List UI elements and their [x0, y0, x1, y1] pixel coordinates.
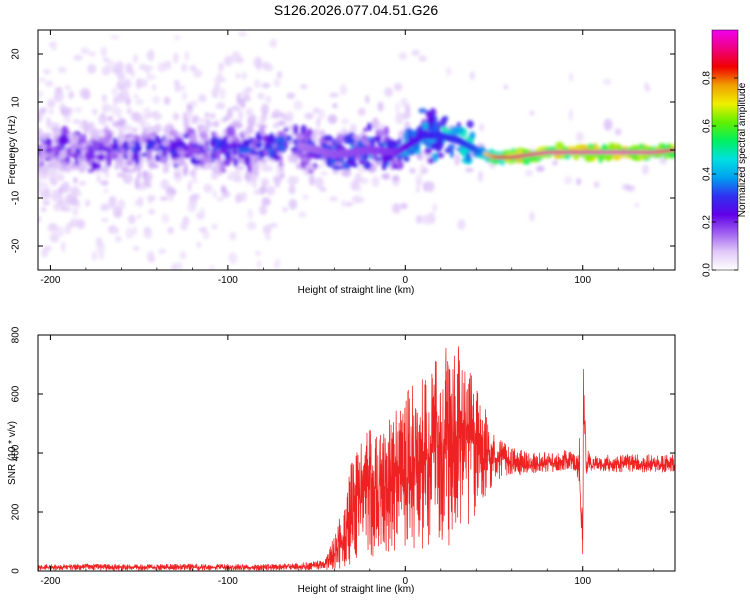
colorbar-tick-label: 0.2	[702, 215, 713, 229]
colorbar-label: Normalized spectral amplitude	[737, 82, 748, 217]
colorbar-ticks: 0.0 0.2 0.4 0.6 0.8	[702, 71, 738, 277]
chart-title: S126.2026.077.04.51.G26	[274, 2, 438, 18]
spectrogram-y-tick-label: -20	[11, 238, 22, 253]
spectrogram-y-tick-label: 20	[11, 48, 22, 60]
spectrogram-y-tick-label: 0	[11, 147, 22, 153]
snr-x-tick-label: -100	[218, 576, 238, 587]
snr-y-axis-label: SNR (10 * v/v)	[7, 421, 18, 485]
snr-y-tick-label: 0	[11, 568, 22, 574]
snr-y-tick-label: 200	[11, 503, 22, 520]
colorbar-tick-label: 0.4	[702, 167, 713, 181]
snr-x-tick-label: 0	[403, 576, 409, 587]
snr-y-tick-label: 600	[11, 385, 22, 402]
snr-x-tick-label: -200	[40, 576, 60, 587]
spectrogram-y-tick-label: -10	[11, 190, 22, 205]
spectrogram-x-tick-label: -100	[218, 275, 238, 286]
snr-x-axis-label: Height of straight line (km)	[298, 584, 415, 595]
spectrogram-x-tick-label: 0	[403, 275, 409, 286]
spectrogram-x-axis-label: Height of straight line (km)	[298, 285, 415, 296]
spectrogram-x-tick-label: -200	[40, 275, 60, 286]
colorbar: 0.0 0.2 0.4 0.6 0.8 Normalized spectral ampl…	[702, 29, 748, 277]
colorbar-tick-label: 0.6	[702, 119, 713, 133]
snr-line	[38, 346, 675, 571]
snr-panel: -200 -100 0 100 0 200 400 600 800 Height of stra…	[7, 326, 676, 595]
colorbar-tick-label: 0.8	[702, 71, 713, 85]
spectrogram-y-axis-label: Frequency (Hz)	[7, 116, 18, 185]
colorbar-scale	[712, 30, 738, 270]
snr-series	[38, 346, 675, 571]
snr-y-tick-label: 800	[11, 326, 22, 343]
colorbar-tick-label: 0.0	[702, 263, 713, 277]
snr-ticks: -200 -100 0 100 0 200 400 600 800	[11, 326, 675, 587]
spectrogram-x-tick-label: 100	[574, 275, 591, 286]
snr-x-tick-label: 100	[574, 576, 591, 587]
spectrogram-heatmap	[38, 31, 675, 270]
spectrogram-y-tick-label: 10	[11, 96, 22, 108]
colorbar-frame	[711, 29, 739, 271]
snr-y-tick-label: 400	[11, 444, 22, 461]
